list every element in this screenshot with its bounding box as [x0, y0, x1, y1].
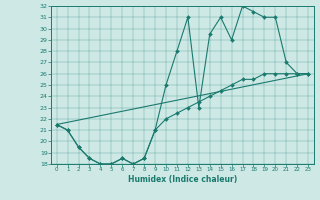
- X-axis label: Humidex (Indice chaleur): Humidex (Indice chaleur): [128, 175, 237, 184]
